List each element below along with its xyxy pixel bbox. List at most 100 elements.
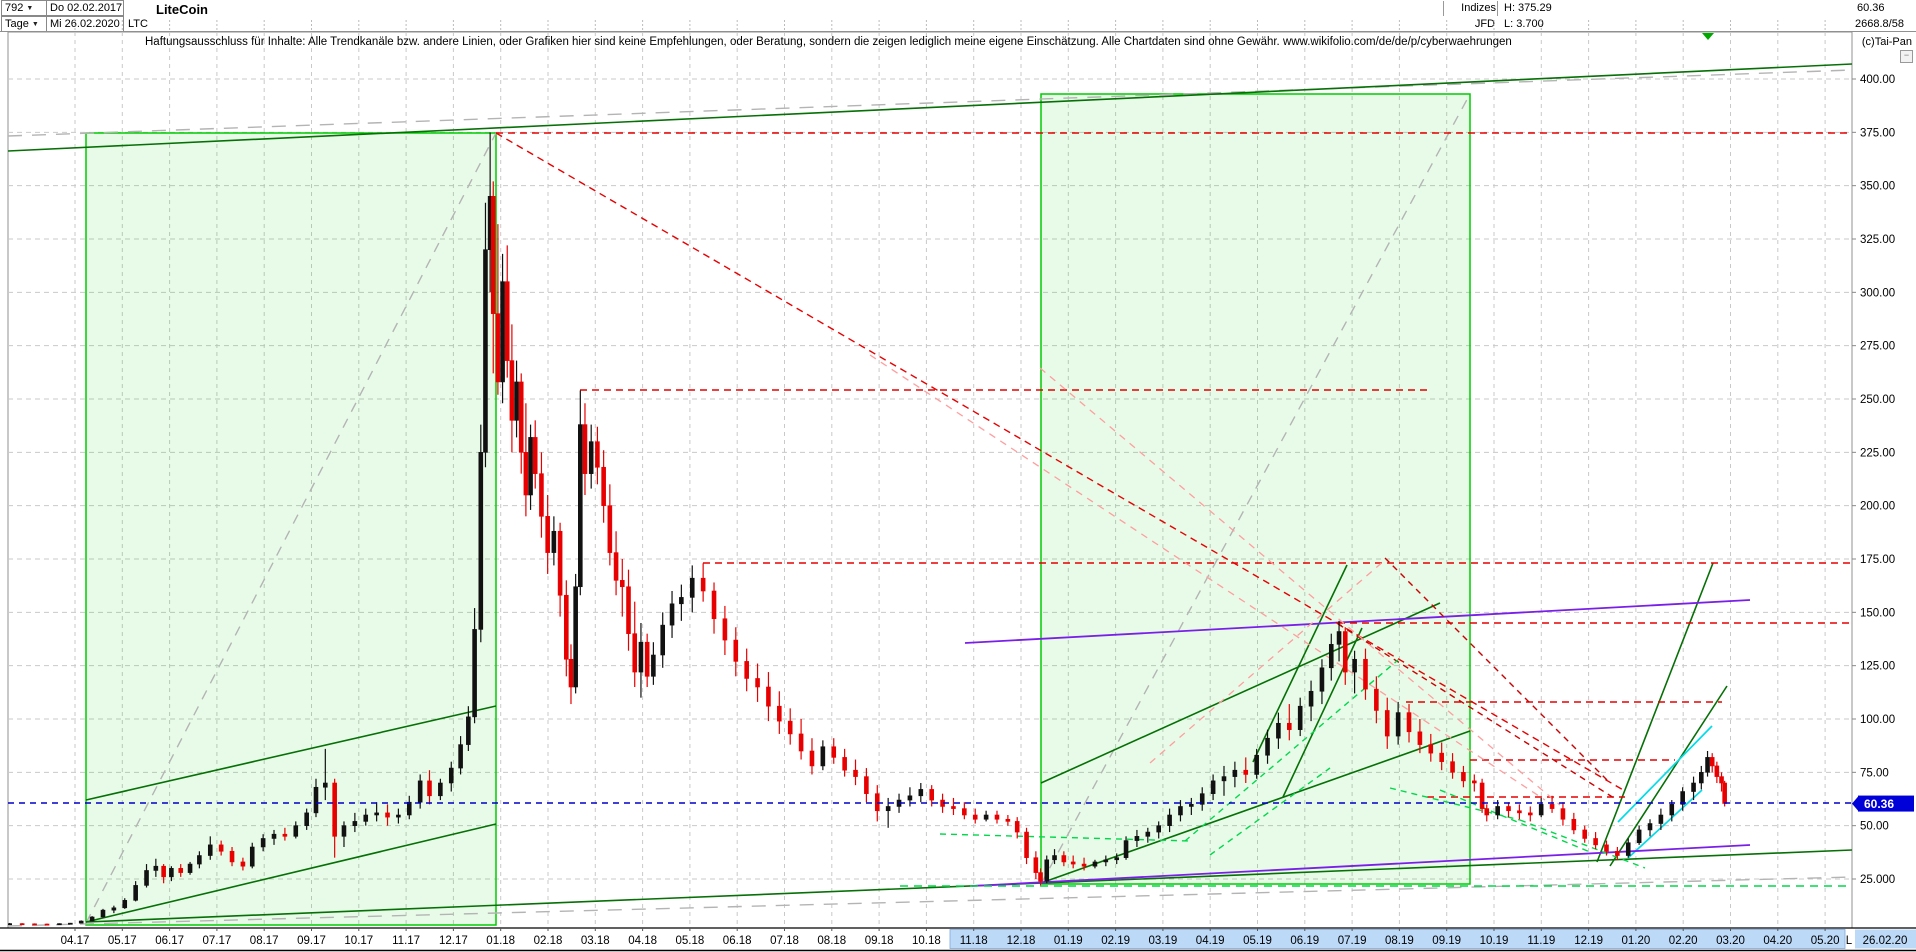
candle-body <box>313 786 319 814</box>
candle-body <box>240 861 246 867</box>
candle-body <box>1722 782 1727 804</box>
period-dropdown[interactable]: Tage ▼ <box>1 16 47 32</box>
candle-body <box>1384 710 1390 737</box>
candle-body <box>352 821 358 826</box>
candle-body <box>249 846 255 867</box>
candle-body <box>1472 780 1477 784</box>
candle-body <box>582 424 588 474</box>
candle-body <box>385 812 390 818</box>
time-tick-label: 02.20 <box>1669 935 1698 947</box>
candle-body <box>755 678 760 688</box>
candle-body <box>207 844 213 856</box>
candle-body <box>1145 831 1151 837</box>
candle-body <box>1297 705 1303 730</box>
candle-body <box>472 629 477 718</box>
pink-downtrend-a <box>869 354 1546 801</box>
candle-body <box>514 381 519 421</box>
disclaimer-text: Haftungsausschluss für Inhalte: Alle Tre… <box>145 36 1512 48</box>
candle-body <box>1495 806 1500 816</box>
candle-body <box>495 313 501 383</box>
candle-body <box>1005 818 1011 822</box>
date-from-field[interactable]: Do 02.02.2017 <box>46 0 124 16</box>
candle-body <box>466 716 471 745</box>
candle-body <box>1374 688 1379 711</box>
green-uptrend-2019-a <box>1040 730 1471 884</box>
price-tick-label: 175.00 <box>1860 554 1895 566</box>
candle-body <box>607 505 613 553</box>
candle-body <box>1232 769 1238 777</box>
candle-body <box>1319 667 1325 692</box>
time-tick-label: 03.19 <box>1149 935 1178 947</box>
candle-body <box>1328 644 1334 669</box>
candle-body <box>638 641 644 673</box>
exchange-label: Indizes <box>1443 1 1496 16</box>
candle-body <box>218 844 224 852</box>
price-tick-label: 100.00 <box>1860 714 1895 726</box>
time-tick-label: 05.18 <box>676 935 705 947</box>
candle-body <box>1714 765 1720 777</box>
candle-body <box>983 814 989 820</box>
candle-body <box>1221 776 1227 782</box>
time-tick-label: 04.18 <box>628 935 657 947</box>
candle-body <box>1038 872 1043 882</box>
pink-downtrend-b <box>1039 367 1561 806</box>
plot-area <box>7 31 1853 929</box>
red-downtrend-main <box>495 132 1626 792</box>
selected-range-highlight[interactable] <box>949 929 1846 949</box>
candle-body <box>573 586 578 688</box>
candle-body <box>1428 744 1434 754</box>
candle-body <box>1506 806 1511 812</box>
time-tick-label: 05.17 <box>108 935 137 947</box>
candle-body <box>564 594 569 660</box>
green-rally-2020-b <box>1609 685 1728 867</box>
candle-body <box>1604 844 1609 852</box>
trendlines <box>8 63 1852 927</box>
cyan-channel-2020-b <box>1627 789 1703 859</box>
candle-body <box>619 580 625 588</box>
time-tick-label: 07.17 <box>203 935 232 947</box>
candle-body <box>545 516 550 553</box>
candle-body <box>962 808 967 816</box>
plot-layers <box>8 32 1852 928</box>
candle-body <box>1123 840 1129 858</box>
date-to-value: Mi 26.02.2020 <box>50 18 120 30</box>
candle-body <box>1527 812 1533 816</box>
candle-body <box>1709 757 1715 767</box>
candle-body <box>1024 831 1029 858</box>
candle-body <box>1276 722 1281 739</box>
gray-diagonal-2019 <box>1040 93 1471 885</box>
candle-body <box>323 782 328 788</box>
candle-body <box>1033 857 1039 873</box>
candle-body <box>1014 821 1020 833</box>
candle-body <box>1636 829 1642 844</box>
candle-body <box>500 281 505 383</box>
candle-body <box>766 686 771 707</box>
last-price-marker-value: 60.36 <box>1864 797 1894 811</box>
candle-body <box>406 801 412 816</box>
page-title: LiteCoin <box>156 2 208 17</box>
collapse-icon[interactable]: − <box>1900 50 1913 63</box>
gray-upper-trend <box>8 69 1852 137</box>
volume-label: 2668.8/58 <box>1855 18 1904 30</box>
price-tick-label: 225.00 <box>1860 447 1895 459</box>
candle-body <box>874 793 880 812</box>
candle-body <box>1680 791 1685 805</box>
candle-body <box>332 782 337 837</box>
date-to-field[interactable]: Mi 26.02.2020 <box>46 16 124 32</box>
candle-body <box>518 381 524 453</box>
candle-body <box>595 441 600 468</box>
candle-body <box>363 814 369 822</box>
time-axis[interactable]: 04.17 05.17 06.17 07.17 08.17 09.17 10.17 11.17… <box>0 927 1916 952</box>
candle-body <box>588 441 594 474</box>
red-downtrend-aug19 <box>1384 557 1611 784</box>
price-axis[interactable]: 400.00 375.00 350.00 325.00 300.00 275.00 250.… <box>1852 74 1914 886</box>
candle-body <box>798 733 804 752</box>
candle-body <box>57 923 62 926</box>
candle-body <box>133 885 138 901</box>
candle-body <box>777 705 782 722</box>
candle-body <box>722 618 728 641</box>
candle-body <box>907 795 913 801</box>
candle-body <box>1560 808 1566 820</box>
